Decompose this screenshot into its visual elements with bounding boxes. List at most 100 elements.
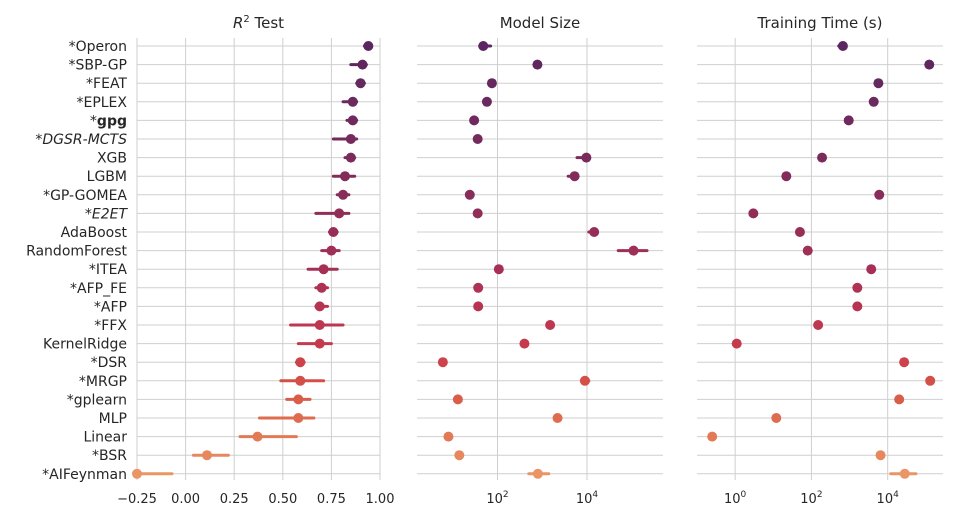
data-point <box>443 431 454 442</box>
data-point <box>345 134 356 144</box>
data-point <box>581 152 592 163</box>
method-label: *Operon <box>69 39 127 55</box>
data-point <box>875 450 886 461</box>
data-point <box>314 301 325 312</box>
data-point <box>478 41 489 51</box>
data-point <box>552 413 563 423</box>
data-point <box>813 320 824 330</box>
data-point <box>347 96 358 107</box>
data-point <box>338 189 349 200</box>
data-point <box>201 450 212 461</box>
data-point <box>802 245 813 256</box>
tick-label: 1.00 <box>366 492 395 507</box>
data-point <box>866 264 877 275</box>
tick-label: 100 <box>724 490 747 507</box>
tick-label: 102 <box>486 490 508 507</box>
data-point <box>437 357 448 368</box>
tick-label: 0.25 <box>220 492 249 507</box>
panel-2: 100 102 104 Training Time (s) <box>697 14 943 507</box>
method-label: *GP-GOMEA <box>43 188 127 204</box>
data-point <box>469 115 480 126</box>
data-point <box>326 245 337 256</box>
method-label: *EPLEX <box>76 95 127 111</box>
data-point <box>293 413 304 423</box>
data-point <box>628 245 639 256</box>
tick-label: −0.25 <box>117 492 157 507</box>
method-label: *AFP_FE <box>70 281 127 297</box>
data-point <box>817 152 828 163</box>
data-point <box>347 115 358 126</box>
data-point <box>318 264 329 275</box>
data-point <box>899 468 910 479</box>
data-point <box>357 59 368 70</box>
data-point <box>328 227 339 237</box>
data-point <box>452 394 463 405</box>
data-point <box>532 468 543 479</box>
data-point <box>707 431 718 442</box>
data-point <box>345 152 356 163</box>
data-point <box>472 134 483 144</box>
data-point <box>924 59 935 70</box>
data-point <box>316 282 327 293</box>
data-point <box>852 282 863 293</box>
data-point <box>781 171 792 182</box>
method-label: *gplearn <box>67 392 127 408</box>
method-label: XGB <box>97 151 127 167</box>
tick-label: 0.75 <box>317 492 346 507</box>
method-label: *FEAT <box>86 76 127 92</box>
method-label: KernelRidge <box>43 337 127 353</box>
data-point <box>519 338 530 349</box>
data-point <box>481 96 492 107</box>
method-label: *SBP-GP <box>69 58 127 74</box>
method-label: AdaBoost <box>61 225 128 241</box>
data-point <box>486 78 497 89</box>
data-point <box>731 338 742 349</box>
tick-label: 102 <box>800 490 822 507</box>
data-point <box>899 357 910 368</box>
panel-title: Training Time (s) <box>757 14 883 32</box>
data-point <box>532 59 543 70</box>
method-label: *gpg <box>90 113 127 129</box>
data-point <box>340 171 351 182</box>
data-point <box>868 96 879 107</box>
data-point <box>589 227 600 237</box>
method-label: *DSR <box>91 355 128 371</box>
panel-title: R2 Test <box>233 14 284 32</box>
data-point <box>545 320 556 330</box>
data-point <box>252 431 263 442</box>
tick-label: 104 <box>877 490 900 507</box>
data-point <box>293 394 304 405</box>
data-point <box>873 78 884 89</box>
data-point <box>472 208 483 219</box>
data-point <box>314 320 325 330</box>
method-label: *AFP <box>94 299 127 315</box>
data-point <box>894 394 905 405</box>
method-label: *BSR <box>92 448 127 464</box>
data-point <box>295 357 306 368</box>
method-label: Linear <box>83 430 127 446</box>
method-label: MLP <box>99 411 127 427</box>
tick-label: 0.50 <box>268 492 297 507</box>
method-label: *MRGP <box>79 374 127 390</box>
data-point <box>748 208 759 219</box>
data-point <box>794 227 805 237</box>
data-point <box>454 450 465 461</box>
data-point <box>314 338 325 349</box>
method-label: *E2ET <box>85 206 129 222</box>
data-point <box>843 115 854 126</box>
data-point <box>473 301 484 312</box>
data-point <box>473 282 484 293</box>
data-point <box>464 189 475 200</box>
method-label: *DGSR-MCTS <box>35 132 127 148</box>
data-point <box>771 413 782 423</box>
method-label: *AIFeynman <box>42 467 127 483</box>
data-point <box>493 264 504 275</box>
panel-title: Model Size <box>500 14 581 32</box>
data-point <box>579 375 590 386</box>
data-point <box>925 375 936 386</box>
data-point <box>874 189 885 200</box>
data-point <box>363 41 374 51</box>
data-point <box>132 468 142 479</box>
method-label: RandomForest <box>26 244 127 260</box>
data-point <box>852 301 863 312</box>
